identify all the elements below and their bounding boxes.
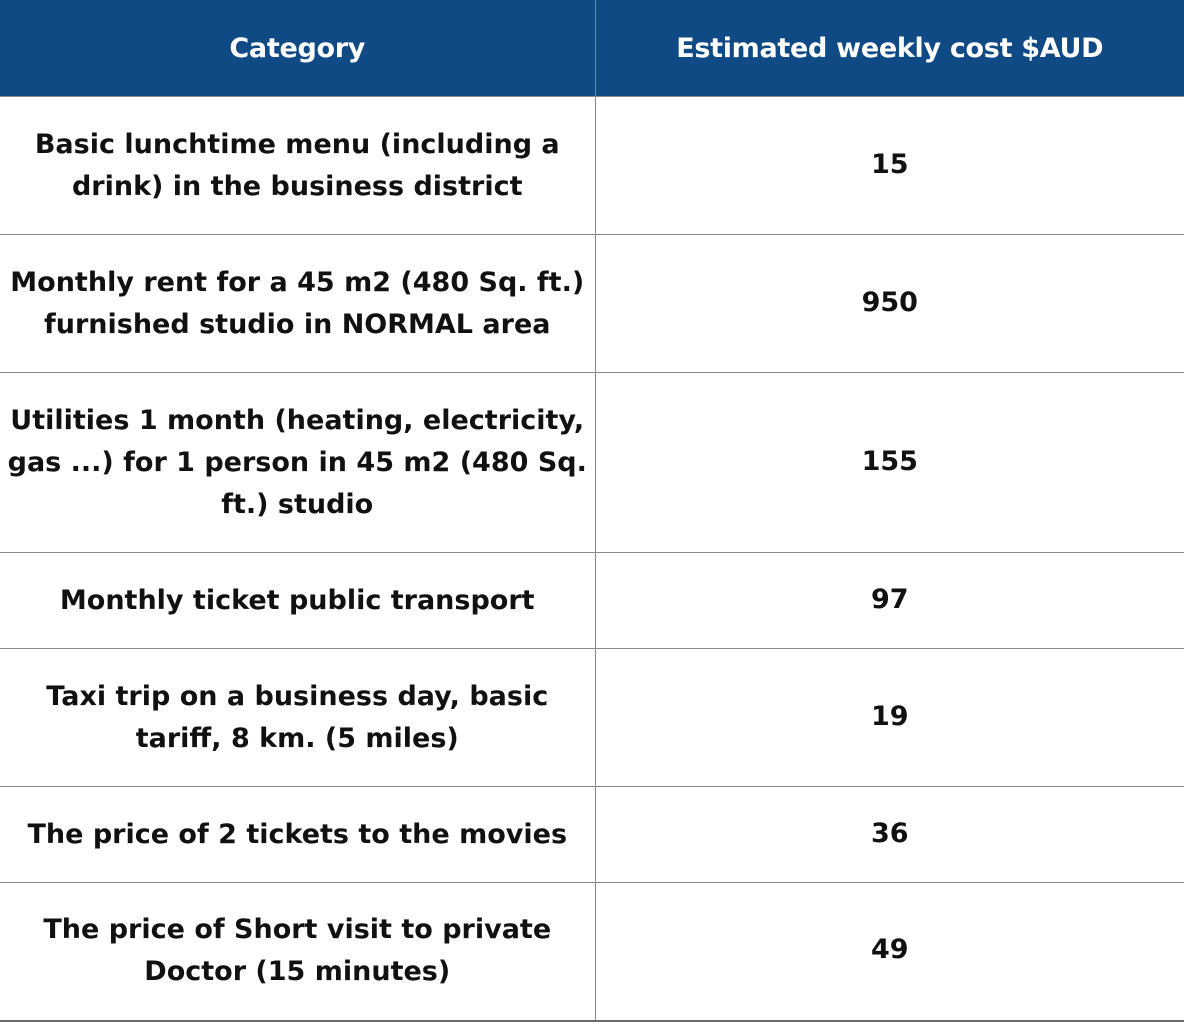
cost-cell: 97: [595, 552, 1184, 649]
category-cell: The price of Short visit to private Doct…: [0, 882, 596, 1022]
category-cell: Monthly ticket public transport: [0, 552, 596, 649]
cost-cell: 15: [595, 96, 1184, 235]
header-row: Category Estimated weekly cost $AUD: [0, 0, 1184, 97]
category-cell: Basic lunchtime menu (including a drink)…: [0, 96, 596, 235]
cost-cell: 19: [595, 648, 1184, 787]
cost-cell: 155: [595, 372, 1184, 553]
table-row: Taxi trip on a business day, basic tarif…: [0, 648, 1184, 787]
category-cell: Utilities 1 month (heating, electricity,…: [0, 372, 596, 553]
table-row: The price of 2 tickets to the movies 36: [0, 786, 1184, 883]
category-cell: The price of 2 tickets to the movies: [0, 786, 596, 883]
table-row: Monthly ticket public transport 97: [0, 552, 1184, 649]
table-row: Monthly rent for a 45 m2 (480 Sq. ft.) f…: [0, 234, 1184, 373]
category-cell: Monthly rent for a 45 m2 (480 Sq. ft.) f…: [0, 234, 596, 373]
column-header-category: Category: [0, 0, 596, 97]
table-header: Category Estimated weekly cost $AUD: [0, 0, 1184, 97]
table-body: Basic lunchtime menu (including a drink)…: [0, 96, 1184, 1022]
column-header-cost: Estimated weekly cost $AUD: [595, 0, 1184, 97]
cost-cell: 950: [595, 234, 1184, 373]
table-row: Utilities 1 month (heating, electricity,…: [0, 372, 1184, 553]
category-cell: Taxi trip on a business day, basic tarif…: [0, 648, 596, 787]
cost-cell: 49: [595, 882, 1184, 1022]
table-row: The price of Short visit to private Doct…: [0, 882, 1184, 1022]
table-row: Basic lunchtime menu (including a drink)…: [0, 96, 1184, 235]
cost-cell: 36: [595, 786, 1184, 883]
